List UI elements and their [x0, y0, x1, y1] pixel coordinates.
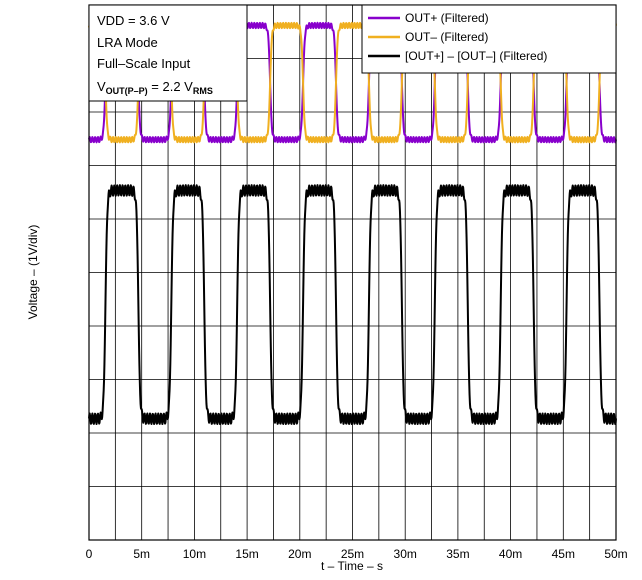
legend-entry-1: OUT+ (Filtered) [405, 11, 489, 25]
annotation-vout-base: V [97, 79, 106, 94]
annotation-vdd: VDD = 3.6 V [97, 13, 170, 28]
annotation-box: VDD = 3.6 V LRA Mode Full–Scale Input VO… [89, 5, 247, 101]
x-tick-label: 20m [288, 547, 311, 561]
x-tick-label: 35m [446, 547, 469, 561]
y-axis-label: Voltage – (1V/div) [26, 225, 40, 320]
legend-entry-3: [OUT+] – [OUT–] (Filtered) [405, 49, 547, 63]
legend: OUT+ (Filtered) OUT– (Filtered) [OUT+] – [… [362, 5, 616, 73]
x-tick-label: 15m [235, 547, 258, 561]
x-tick-label: 30m [394, 547, 417, 561]
annotation-vout-mid: = 2.2 V [148, 79, 193, 94]
annotation-vout-sub: OUT(P–P) [106, 86, 148, 96]
x-tick-label: 5m [133, 547, 150, 561]
x-tick-label: 10m [183, 547, 206, 561]
annotation-input: Full–Scale Input [97, 56, 191, 71]
annotation-mode: LRA Mode [97, 35, 158, 50]
annotation-vout-sub2: RMS [193, 86, 213, 96]
x-tick-label: 40m [499, 547, 522, 561]
legend-entry-2: OUT– (Filtered) [405, 30, 488, 44]
x-tick-label: 45m [552, 547, 575, 561]
x-tick-label: 50m [604, 547, 627, 561]
x-tick-label: 0 [86, 547, 93, 561]
x-axis-label: t – Time – s [321, 559, 383, 573]
